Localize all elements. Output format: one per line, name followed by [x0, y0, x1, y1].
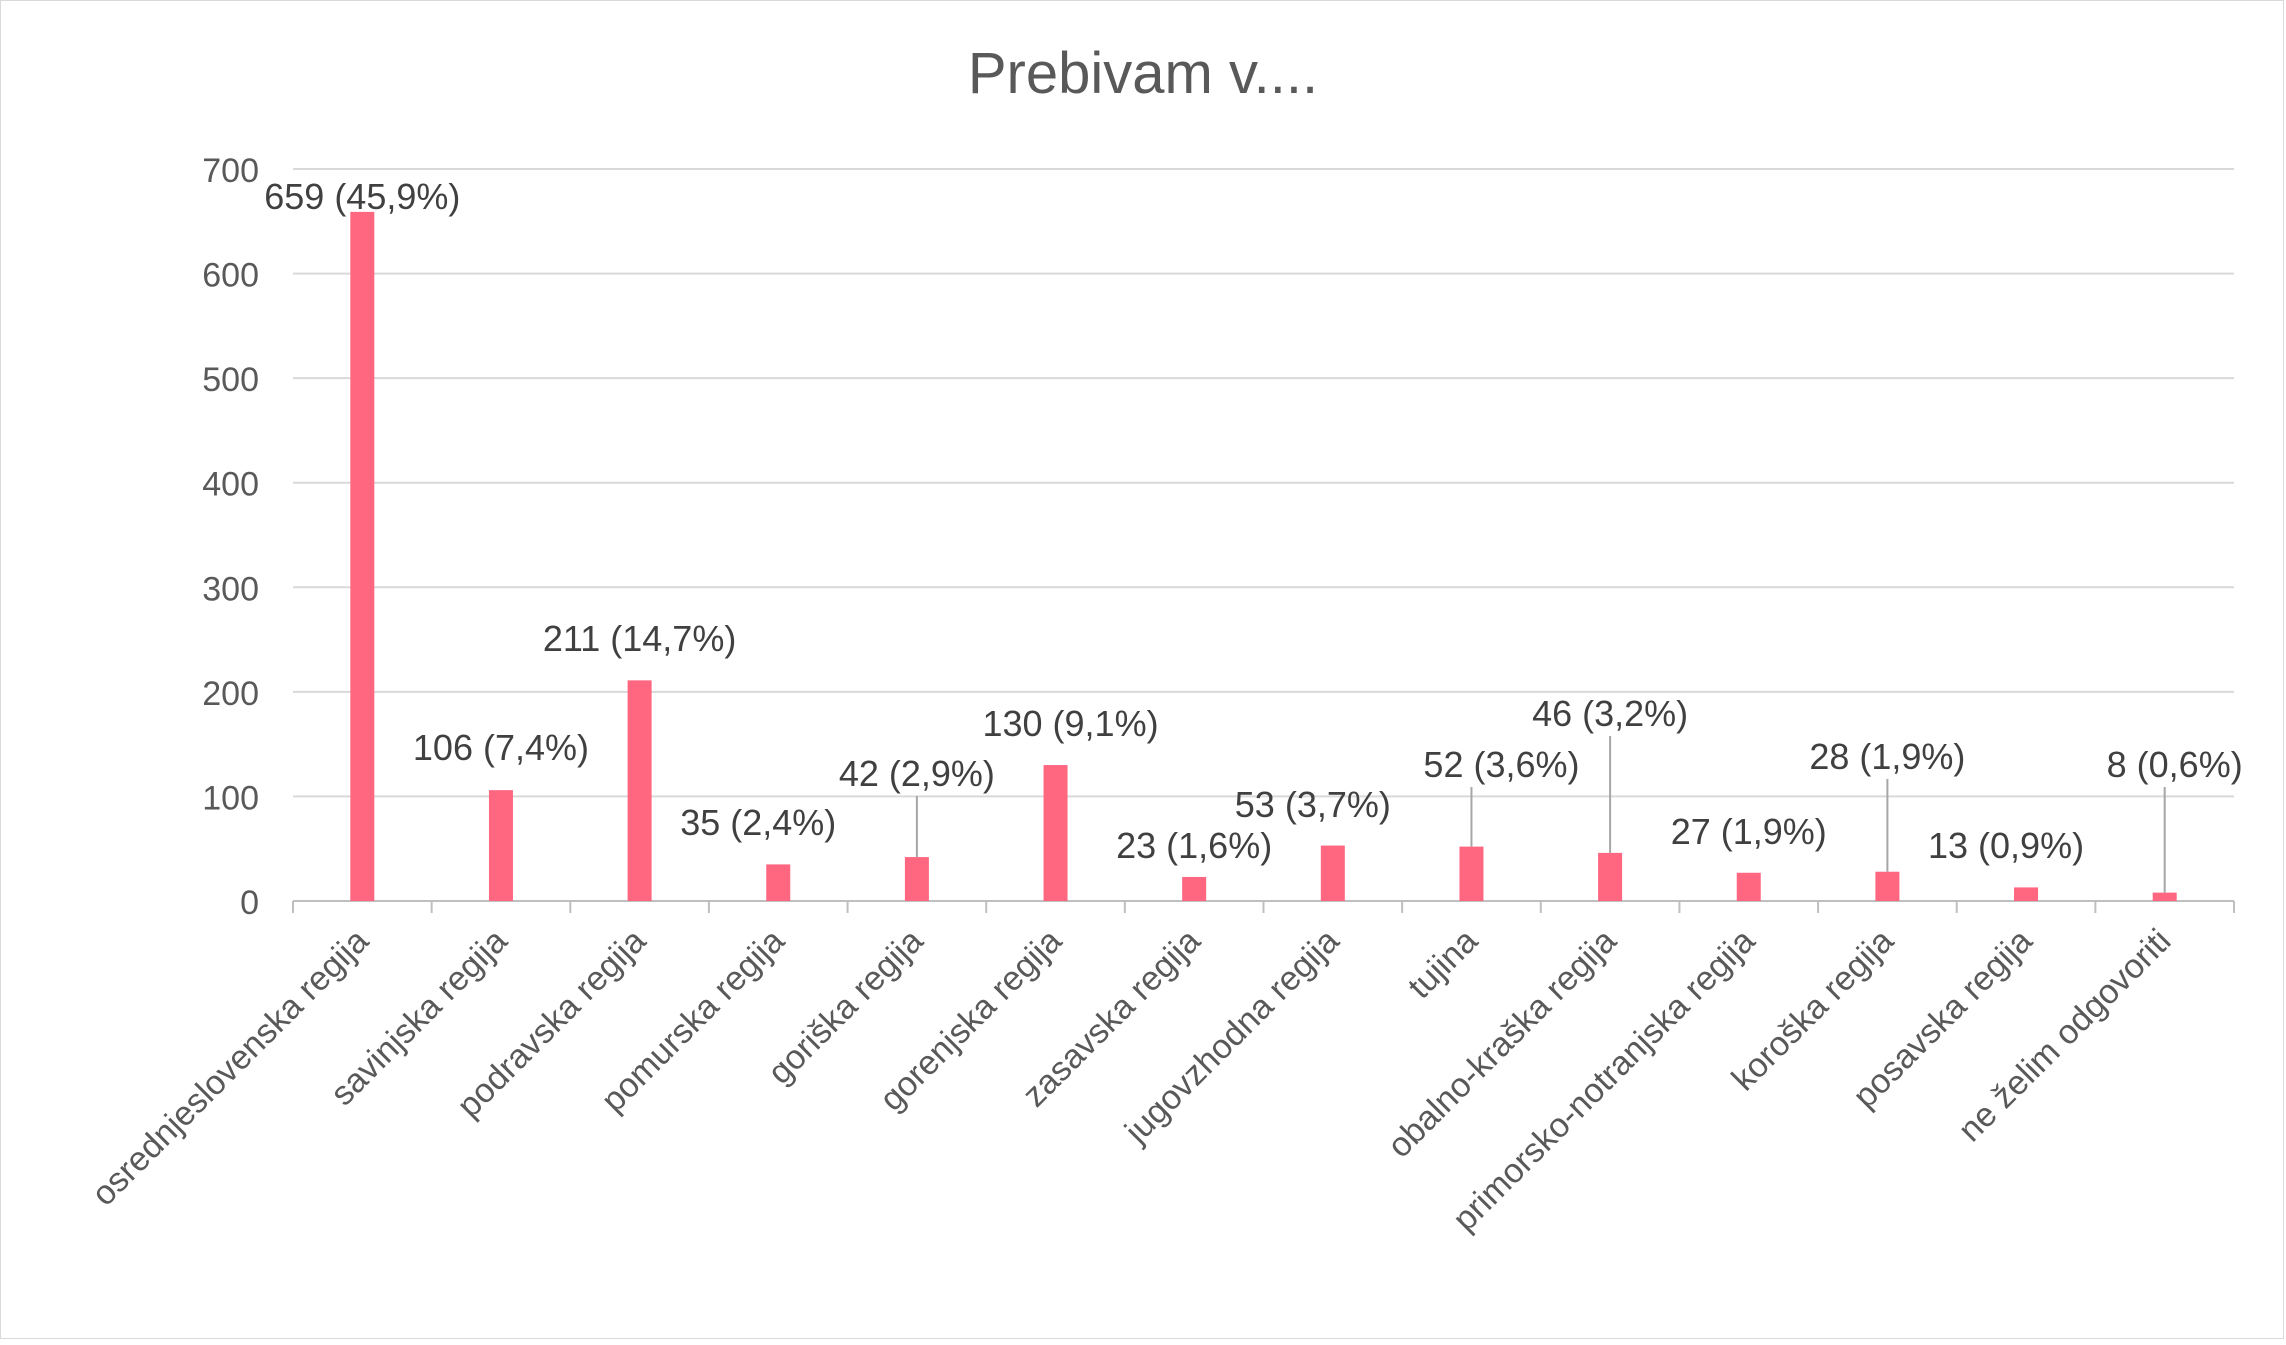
- bar-2: [627, 680, 652, 901]
- bar-9: [1598, 852, 1623, 901]
- bars: [350, 211, 2177, 902]
- data-label: 8 (0,6%): [2107, 744, 2243, 785]
- category-label: obalno-kraška regija: [1380, 922, 1623, 1165]
- gridlines: [293, 168, 2234, 798]
- axes: 0 100 200 300 400 500 600 700: [202, 152, 2235, 922]
- data-label: 659 (45,9%): [264, 176, 460, 217]
- data-label: 13 (0,9%): [1928, 825, 2084, 866]
- y-tick-label: 100: [202, 779, 259, 817]
- bar-8: [1459, 846, 1484, 901]
- category-label: osrednjeslovenska regija: [84, 922, 376, 1214]
- y-tick-label: 300: [202, 570, 259, 608]
- y-tick-label: 700: [202, 152, 259, 190]
- bar-12: [2014, 887, 2039, 901]
- bar-5: [1043, 765, 1068, 901]
- data-label: 27 (1,9%): [1671, 811, 1827, 852]
- bar-11: [1875, 871, 1900, 901]
- data-label: 23 (1,6%): [1116, 825, 1272, 866]
- bar-10: [1736, 872, 1761, 901]
- data-label: 52 (3,6%): [1423, 744, 1579, 785]
- bar-7: [1320, 845, 1345, 901]
- category-label: primorsko-notranjska regija: [1446, 922, 1763, 1239]
- data-label: 130 (9,1%): [982, 703, 1158, 744]
- bar-0: [350, 211, 375, 902]
- data-label: 106 (7,4%): [413, 727, 589, 768]
- chart-title: Prebivam v....: [968, 41, 1318, 106]
- data-label: 35 (2,4%): [680, 802, 836, 843]
- bar-1: [488, 790, 513, 901]
- data-labels: 659 (45,9%) 106 (7,4%) 211 (14,7%) 35 (2,4%…: [264, 176, 2243, 893]
- category-label: tujina: [1401, 922, 1485, 1006]
- y-tick-label: 200: [202, 675, 259, 713]
- y-tick-label: 0: [240, 884, 259, 922]
- data-label: 53 (3,7%): [1235, 784, 1391, 825]
- data-label: 46 (3,2%): [1532, 693, 1688, 734]
- y-tick-label: 600: [202, 257, 259, 295]
- bar-4: [904, 857, 929, 901]
- y-tick-label: 400: [202, 466, 259, 504]
- bar-13: [2152, 892, 2177, 901]
- data-label: 28 (1,9%): [1809, 736, 1965, 777]
- bar-6: [1182, 876, 1207, 901]
- bar-3: [766, 864, 791, 901]
- data-label: 211 (14,7%): [543, 618, 736, 659]
- y-tick-label: 500: [202, 361, 259, 399]
- data-label: 42 (2,9%): [839, 753, 995, 794]
